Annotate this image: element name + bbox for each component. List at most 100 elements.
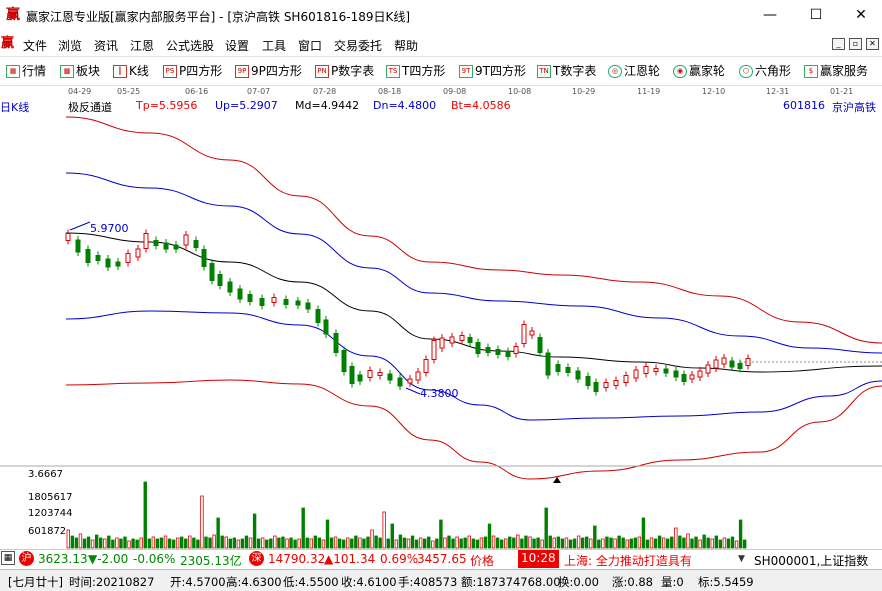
menu-trade[interactable]: 交易委托 — [334, 39, 383, 53]
candle-body — [209, 263, 215, 281]
indicator-md: Md=4.9442 — [295, 99, 360, 112]
volume-bar — [686, 533, 690, 549]
menu-window[interactable]: 窗口 — [298, 39, 323, 53]
volume-bar — [382, 511, 386, 549]
candle-body — [283, 299, 289, 305]
menu-file[interactable]: 文件 — [23, 39, 48, 53]
volume-bar — [74, 537, 79, 549]
candle-body — [467, 337, 473, 343]
candle-body — [613, 380, 619, 386]
mdi-minimize-button[interactable]: _ — [832, 38, 845, 50]
volume-bar — [645, 539, 650, 549]
market-status-bar: ▦ 沪 3623.13 ▼-2.00 -0.06% 2305.13亿 深 147… — [0, 549, 882, 569]
toolbar-t-square[interactable]: TS T四方形 — [386, 63, 445, 80]
toolbar-service[interactable]: $ 赢家服务 — [804, 63, 868, 80]
toolbar-quote[interactable]: ▦ 行情 — [6, 63, 46, 80]
sh-index-amount: 2305.13亿 — [180, 554, 242, 568]
bar-amount: 额:187374768.00 — [461, 575, 561, 589]
volume-bar — [637, 536, 642, 549]
volume-bar — [726, 538, 731, 549]
volume-bar — [730, 536, 735, 549]
candle-body — [423, 359, 429, 373]
candle-body — [713, 359, 719, 369]
dn-band-line — [65, 310, 882, 421]
volume-bar — [710, 538, 714, 549]
volume-axis-label: 1203744 — [28, 508, 73, 519]
candle-body — [227, 281, 233, 293]
menu-formula[interactable]: 公式选股 — [166, 39, 215, 53]
volume-bar — [443, 537, 447, 549]
candle-body — [681, 374, 687, 382]
volume-bar — [297, 538, 301, 549]
volume-bar — [252, 513, 257, 549]
toolbar-winner-wheel[interactable]: ◉ 赢家轮 — [673, 63, 725, 80]
toolbar-gann-wheel[interactable]: ◎ 江恩轮 — [608, 63, 660, 80]
menu-tools[interactable]: 工具 — [262, 39, 287, 53]
toolbar-9p-square[interactable]: 9P 9P四方形 — [235, 63, 302, 80]
volume-bar — [439, 519, 443, 549]
volume-bar — [188, 535, 192, 549]
volume-bar — [131, 538, 135, 549]
candle-body — [745, 358, 751, 366]
candle-body — [575, 370, 581, 380]
grid-small-icon[interactable]: ▦ — [1, 551, 15, 565]
kline-chart-area[interactable]: 5.9700 4.3800 3.6667 1805617 1203744 601872 — [0, 86, 882, 549]
volume-bar — [90, 539, 95, 549]
volume-bar — [657, 535, 662, 549]
volume-bar — [520, 538, 524, 549]
volume-bar — [378, 537, 382, 549]
news-ticker[interactable]: 上海: 全力推动打造具有 — [564, 554, 692, 568]
candle-body — [377, 372, 383, 376]
volume-bar — [159, 537, 164, 549]
md-line — [65, 232, 882, 373]
stock-code: 601816 — [783, 99, 825, 112]
x-tick-label: 01-21 — [830, 87, 854, 96]
toolbar-p-table[interactable]: PN P数字表 — [315, 63, 374, 80]
volume-bar — [78, 533, 83, 549]
volume-bar — [341, 539, 346, 549]
toolbar-t-table[interactable]: TN T数字表 — [537, 63, 596, 80]
sz-index-change: ▲101.34 — [324, 552, 376, 566]
candle-body — [357, 374, 363, 382]
volume-bar — [175, 537, 180, 549]
sh-index-pct: -0.06% — [133, 552, 176, 566]
volume-bar — [362, 538, 366, 549]
toolbar-sector[interactable]: ▩ 板块 — [60, 63, 100, 80]
mdi-close-button[interactable]: ✕ — [866, 38, 879, 50]
candle-body — [237, 288, 243, 300]
x-tick-label: 12-10 — [702, 87, 726, 96]
pn-icon: PN — [315, 65, 329, 78]
menu-browse[interactable]: 浏览 — [58, 39, 83, 53]
volume-bar — [313, 535, 318, 549]
volume-bar — [228, 538, 232, 549]
kline-chart[interactable]: 5.9700 4.3800 3.6667 1805617 1203744 601872 — [0, 86, 882, 549]
menu-help[interactable]: 帮助 — [394, 39, 419, 53]
volume-bar — [155, 538, 160, 549]
volume-bar — [115, 537, 119, 549]
minimize-button[interactable]: — — [763, 7, 777, 23]
dropdown-arrow-icon[interactable]: ▼ — [738, 554, 745, 564]
toolbar-hexagon[interactable]: ⬡ 六角形 — [739, 63, 791, 80]
volume-bar — [451, 538, 455, 549]
menu-settings[interactable]: 设置 — [225, 39, 250, 53]
menu-gann[interactable]: 江恩 — [130, 39, 155, 53]
toolbar-9t-square[interactable]: 9T 9T四方形 — [459, 63, 526, 80]
mdi-restore-button[interactable]: ▫ — [849, 38, 862, 50]
volume-bar — [601, 538, 605, 549]
volume-bar — [196, 539, 200, 549]
volume-bar — [495, 537, 500, 549]
ticker-text: 价格 — [470, 554, 495, 568]
toolbar-p-square[interactable]: PS P四方形 — [163, 63, 222, 80]
toolbar-kline[interactable]: ┃ K线 — [113, 63, 149, 80]
menu-logo-icon: 赢 — [1, 36, 15, 51]
bar-low: 低:4.5500 — [283, 575, 339, 589]
volume-bar — [127, 540, 131, 549]
close-button[interactable]: ✕ — [855, 7, 867, 23]
9p-icon: 9P — [235, 65, 249, 78]
high-pointer-line — [69, 221, 91, 231]
menu-info[interactable]: 资讯 — [94, 39, 119, 53]
maximize-button[interactable]: ☐ — [809, 7, 823, 23]
candle-body — [125, 253, 131, 263]
index-selector[interactable]: SH000001,上证指数 — [754, 554, 869, 568]
candle-body — [663, 368, 669, 374]
